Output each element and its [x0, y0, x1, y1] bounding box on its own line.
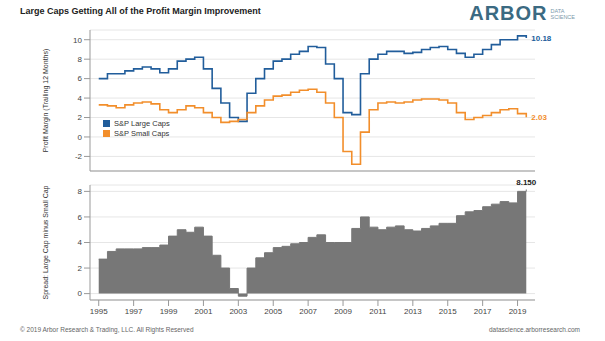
svg-text:8: 8 — [78, 187, 83, 196]
svg-text:2013: 2013 — [404, 307, 422, 316]
svg-text:1995: 1995 — [90, 307, 108, 316]
svg-text:2017: 2017 — [474, 307, 492, 316]
svg-text:10: 10 — [73, 36, 82, 45]
svg-text:8.150: 8.150 — [516, 178, 537, 187]
svg-text:4: 4 — [78, 94, 83, 103]
svg-text:8: 8 — [78, 55, 83, 64]
svg-text:2: 2 — [78, 264, 83, 273]
svg-text:4: 4 — [78, 238, 83, 247]
svg-text:10.18: 10.18 — [531, 34, 552, 43]
html-text:DATA: DATA — [550, 7, 565, 14]
svg-text:0: 0 — [78, 133, 83, 142]
svg-text:2: 2 — [78, 113, 83, 122]
html-text:S&P Small Caps: S&P Small Caps — [114, 128, 170, 138]
svg-text:-2: -2 — [75, 152, 83, 161]
svg-text:2003: 2003 — [229, 307, 247, 316]
svg-text:2005: 2005 — [264, 307, 282, 316]
svg-text:6: 6 — [78, 213, 83, 222]
svg-text:2011: 2011 — [369, 307, 387, 316]
svg-text:2009: 2009 — [334, 307, 352, 316]
html-text:S&P Large Caps: S&P Large Caps — [114, 119, 170, 128]
html-text:SCIENCE: SCIENCE — [550, 13, 575, 20]
svg-text:Profit Margin (Trailing 12 Mon: Profit Margin (Trailing 12 Months) — [42, 49, 50, 153]
html-text:datascience.arborresearch.com: datascience.arborresearch.com — [489, 326, 580, 333]
svg-text:6: 6 — [78, 74, 83, 83]
svg-text:Spread: Large Cap minus Small: Spread: Large Cap minus Small Cap — [42, 185, 50, 299]
svg-text:2015: 2015 — [439, 307, 457, 316]
svg-text:2001: 2001 — [195, 307, 213, 316]
html-text:Large Caps Getting All of the: Large Caps Getting All of the Profit Mar… — [20, 6, 261, 16]
svg-text:2.03: 2.03 — [531, 113, 547, 122]
svg-text:2019: 2019 — [509, 307, 527, 316]
svg-text:1997: 1997 — [125, 307, 143, 316]
html-text:ARBOR: ARBOR — [469, 2, 548, 24]
html-text:© 2019 Arbor Research & Tradin: © 2019 Arbor Research & Trading, LLC. Al… — [20, 326, 194, 333]
svg-text:0: 0 — [78, 289, 83, 298]
svg-text:2007: 2007 — [299, 307, 317, 316]
svg-text:1999: 1999 — [160, 307, 178, 316]
